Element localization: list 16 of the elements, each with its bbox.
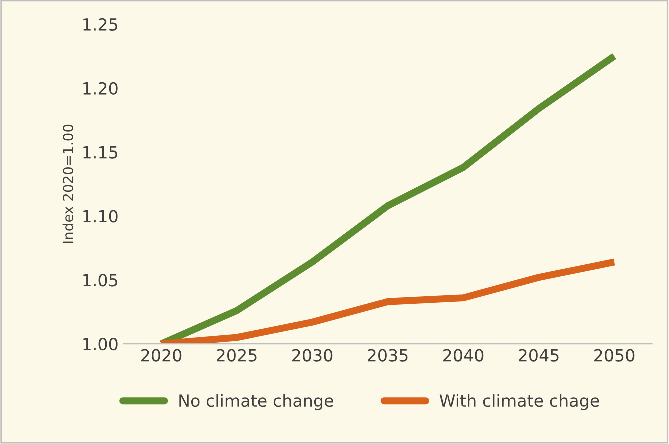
- y-axis-title: Index 2020=1.00: [62, 124, 74, 244]
- x-tick-label: 2025: [217, 349, 257, 362]
- y-tick-label: 1.15: [84, 146, 118, 159]
- x-tick-label: 2045: [519, 349, 559, 362]
- y-tick-label: 1.10: [84, 210, 118, 223]
- x-tick-label: 2030: [292, 349, 333, 362]
- y-tick-label: 1.25: [84, 18, 118, 31]
- x-tick-label: 2020: [142, 349, 182, 362]
- legend-label: No climate change: [180, 394, 334, 410]
- y-tick-label: 1.20: [84, 82, 118, 95]
- x-tick-label: 2050: [594, 349, 635, 362]
- legend-label: With climate chage: [440, 394, 600, 410]
- x-tick-label: 2040: [444, 349, 484, 362]
- y-tick-label: 1.05: [84, 274, 118, 287]
- y-tick-label: 1.00: [84, 338, 118, 351]
- x-tick-label: 2035: [368, 349, 408, 362]
